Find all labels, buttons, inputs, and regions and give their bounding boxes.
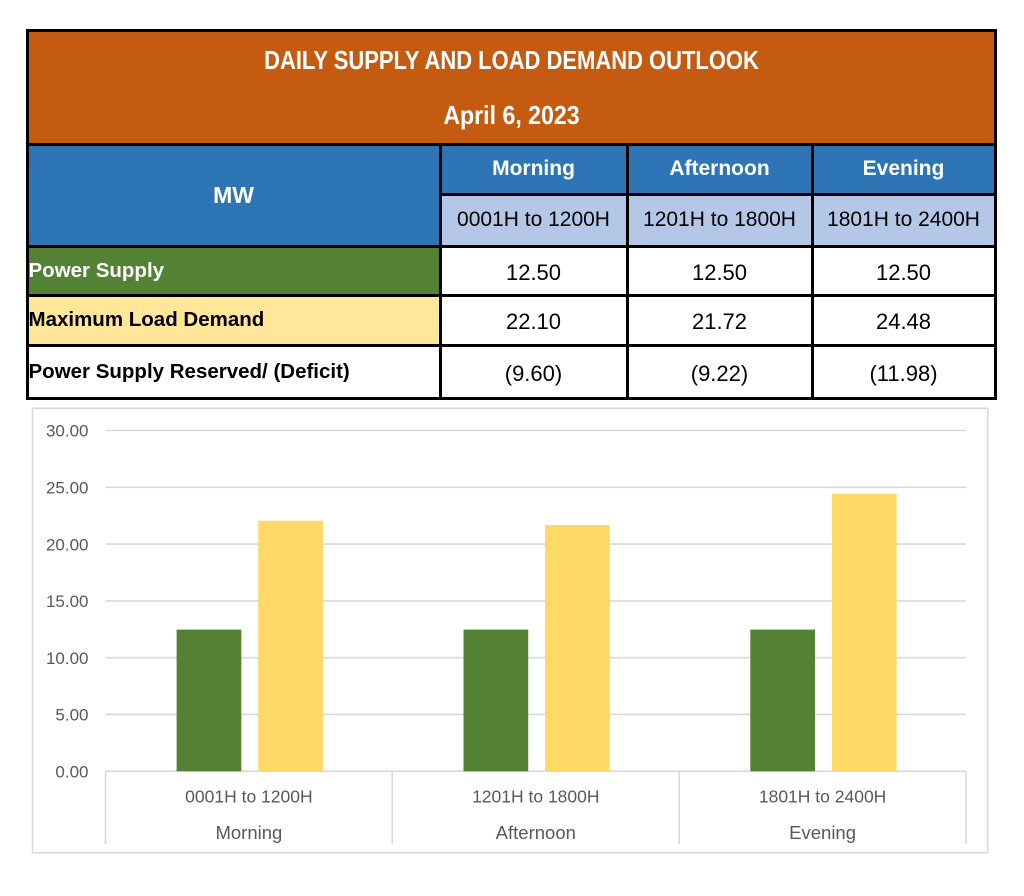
svg-text:Morning: Morning xyxy=(215,822,282,843)
svg-text:Afternoon: Afternoon xyxy=(496,822,576,843)
svg-text:25.00: 25.00 xyxy=(46,479,89,498)
svg-text:20.00: 20.00 xyxy=(46,535,89,554)
svg-text:15.00: 15.00 xyxy=(46,592,89,611)
svg-text:1201H to 1800H: 1201H to 1800H xyxy=(472,787,599,807)
svg-text:30.00: 30.00 xyxy=(46,422,89,441)
svg-text:0.00: 0.00 xyxy=(55,762,88,781)
svg-text:1801H to 2400H: 1801H to 2400H xyxy=(759,787,886,807)
svg-text:Evening: Evening xyxy=(789,822,856,843)
svg-text:10.00: 10.00 xyxy=(46,649,89,668)
svg-text:5.00: 5.00 xyxy=(55,706,88,725)
svg-text:0001H to 1200H: 0001H to 1200H xyxy=(185,787,312,807)
